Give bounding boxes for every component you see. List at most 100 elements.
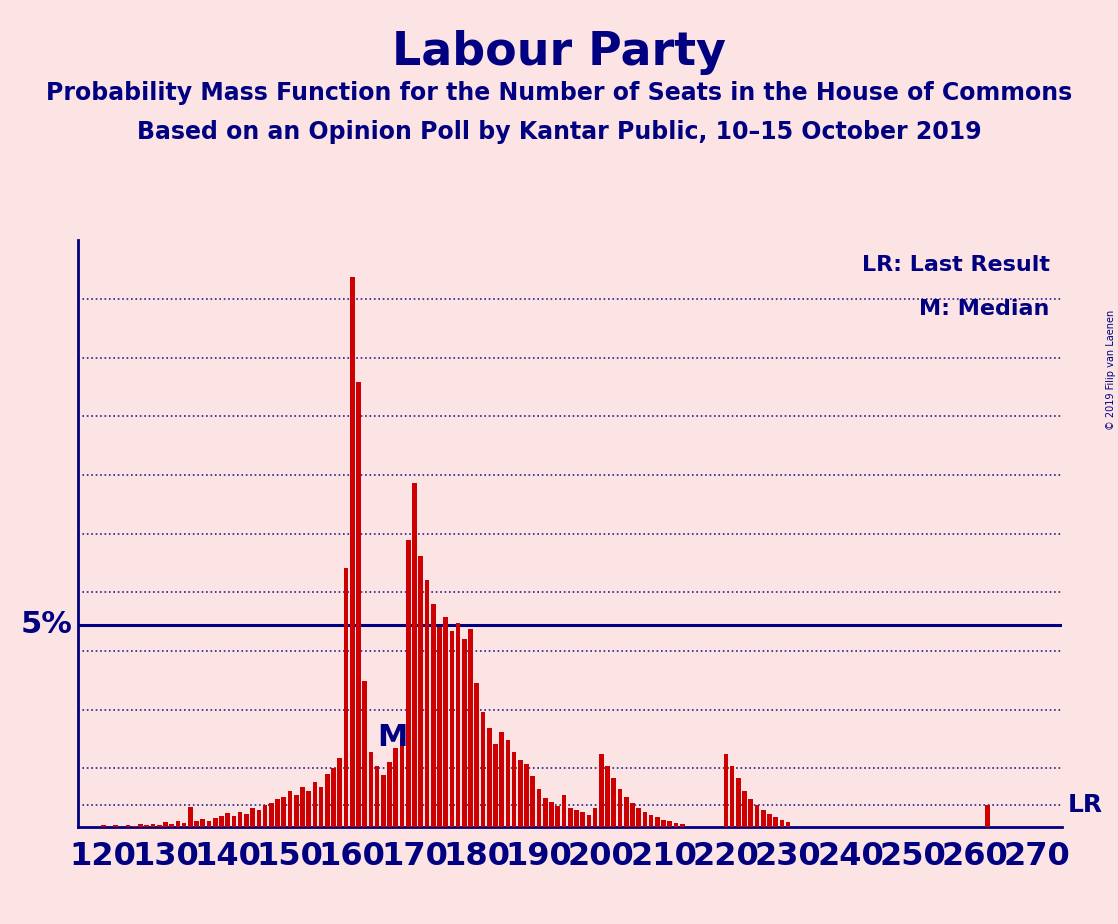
- Bar: [195, 821, 199, 827]
- Bar: [139, 823, 143, 827]
- Bar: [624, 796, 628, 827]
- Bar: [350, 276, 354, 827]
- Bar: [430, 604, 436, 827]
- Bar: [599, 754, 604, 827]
- Bar: [425, 580, 429, 827]
- Bar: [643, 811, 647, 827]
- Bar: [113, 825, 119, 827]
- Bar: [580, 812, 585, 827]
- Bar: [182, 823, 187, 827]
- Text: LR: LR: [1068, 793, 1102, 817]
- Bar: [444, 616, 448, 827]
- Bar: [512, 752, 517, 827]
- Bar: [306, 791, 311, 827]
- Bar: [617, 788, 623, 827]
- Bar: [574, 810, 579, 827]
- Bar: [157, 824, 161, 827]
- Bar: [518, 760, 523, 827]
- Bar: [343, 568, 349, 827]
- Bar: [362, 681, 367, 827]
- Bar: [742, 791, 747, 827]
- Bar: [493, 744, 498, 827]
- Bar: [375, 766, 379, 827]
- Bar: [381, 775, 386, 827]
- Bar: [287, 791, 292, 827]
- Bar: [767, 814, 771, 827]
- Bar: [774, 817, 778, 827]
- Bar: [985, 805, 989, 827]
- Bar: [219, 816, 224, 827]
- Bar: [331, 769, 335, 827]
- Bar: [294, 795, 299, 827]
- Text: © 2019 Filip van Laenen: © 2019 Filip van Laenen: [1106, 310, 1116, 430]
- Bar: [369, 752, 373, 827]
- Bar: [437, 626, 442, 827]
- Bar: [631, 803, 635, 827]
- Bar: [556, 806, 560, 827]
- Bar: [468, 628, 473, 827]
- Bar: [413, 483, 417, 827]
- Bar: [449, 631, 454, 827]
- Bar: [275, 799, 280, 827]
- Text: Labour Party: Labour Party: [392, 30, 726, 75]
- Bar: [176, 821, 180, 827]
- Bar: [212, 818, 218, 827]
- Bar: [132, 826, 136, 827]
- Bar: [568, 808, 572, 827]
- Bar: [661, 820, 666, 827]
- Bar: [530, 776, 536, 827]
- Bar: [238, 811, 243, 827]
- Bar: [169, 823, 174, 827]
- Bar: [655, 817, 660, 827]
- Bar: [605, 766, 610, 827]
- Bar: [400, 738, 405, 827]
- Bar: [474, 684, 480, 827]
- Bar: [779, 820, 784, 827]
- Text: LR: Last Result: LR: Last Result: [862, 255, 1050, 275]
- Bar: [636, 808, 641, 827]
- Bar: [755, 805, 759, 827]
- Bar: [500, 732, 504, 827]
- Bar: [418, 556, 423, 827]
- Bar: [487, 728, 492, 827]
- Text: M: M: [378, 723, 408, 752]
- Bar: [561, 795, 567, 827]
- Bar: [674, 822, 679, 827]
- Bar: [231, 816, 236, 827]
- Bar: [748, 798, 754, 827]
- Bar: [524, 764, 529, 827]
- Bar: [761, 810, 766, 827]
- Bar: [394, 748, 398, 827]
- Bar: [125, 824, 131, 827]
- Bar: [730, 766, 735, 827]
- Text: Probability Mass Function for the Number of Seats in the House of Commons: Probability Mass Function for the Number…: [46, 81, 1072, 105]
- Bar: [456, 623, 461, 827]
- Bar: [587, 815, 591, 827]
- Bar: [387, 762, 392, 827]
- Bar: [151, 823, 155, 827]
- Bar: [593, 808, 597, 827]
- Bar: [300, 786, 305, 827]
- Bar: [101, 824, 105, 827]
- Bar: [481, 711, 485, 827]
- Text: Based on an Opinion Poll by Kantar Public, 10–15 October 2019: Based on an Opinion Poll by Kantar Publi…: [136, 120, 982, 144]
- Bar: [549, 802, 553, 827]
- Bar: [163, 822, 168, 827]
- Bar: [462, 638, 466, 827]
- Bar: [612, 778, 616, 827]
- Bar: [723, 754, 728, 827]
- Bar: [256, 810, 262, 827]
- Bar: [144, 825, 149, 827]
- Bar: [226, 813, 230, 827]
- Bar: [325, 774, 330, 827]
- Bar: [537, 788, 541, 827]
- Bar: [786, 821, 790, 827]
- Bar: [505, 740, 510, 827]
- Bar: [406, 540, 410, 827]
- Bar: [680, 823, 684, 827]
- Bar: [282, 796, 286, 827]
- Bar: [543, 797, 548, 827]
- Bar: [250, 808, 255, 827]
- Bar: [269, 803, 274, 827]
- Bar: [338, 759, 342, 827]
